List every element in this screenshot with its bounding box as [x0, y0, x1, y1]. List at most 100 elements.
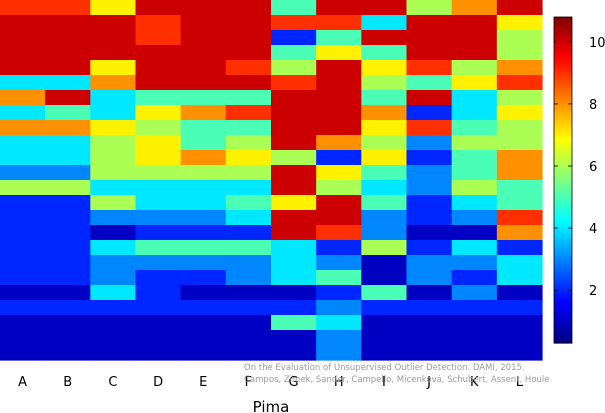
- x-tick-label: D: [153, 375, 163, 390]
- heatmap-cell: [180, 15, 227, 31]
- heatmap-cell: [361, 30, 408, 46]
- x-tick-label: L: [516, 375, 524, 390]
- heatmap-cell: [135, 75, 182, 91]
- colorbar-segment: [554, 74, 572, 78]
- heatmap-cell: [406, 225, 453, 241]
- heatmap-cell: [135, 240, 182, 256]
- colorbar-segment: [554, 223, 572, 227]
- heatmap-cell: [135, 180, 182, 196]
- heatmap-cell: [180, 345, 227, 361]
- colorbar-segment: [554, 323, 572, 328]
- colorbar-segment: [554, 299, 572, 303]
- colorbar-segment: [554, 228, 572, 233]
- colorbar-segment: [554, 302, 572, 306]
- x-tick-label: B: [63, 375, 72, 390]
- heatmap-cell: [451, 315, 498, 331]
- colorbar-segment: [554, 49, 572, 53]
- heatmap-cell: [135, 210, 182, 226]
- heatmap-cell: [225, 0, 272, 16]
- heatmap-cell: [135, 45, 182, 61]
- colorbar-segment: [554, 269, 572, 273]
- colorbar-segment: [554, 340, 572, 344]
- heatmap-cell: [451, 150, 498, 166]
- heatmap-cell: [90, 60, 137, 76]
- colorbar-segment: [554, 247, 572, 252]
- heatmap-cell: [180, 150, 227, 166]
- colorbar-segment: [554, 109, 572, 113]
- heatmap-cell: [316, 300, 362, 316]
- heatmap-cell: [180, 105, 227, 121]
- heatmap-cell: [316, 195, 362, 211]
- x-tick-label: H: [334, 375, 344, 390]
- heatmap-cell: [271, 345, 317, 361]
- heatmap-cell: [225, 105, 272, 121]
- heatmap-cell: [45, 90, 91, 106]
- heatmap-cell: [496, 225, 543, 241]
- heatmap-cell: [496, 195, 543, 211]
- colorbar-segment: [554, 122, 572, 127]
- colorbar-segment: [554, 177, 572, 181]
- colorbar-segment: [554, 158, 572, 162]
- heatmap-cell: [271, 210, 317, 226]
- heatmap-cell: [135, 90, 182, 106]
- colorbar-segment: [554, 288, 572, 292]
- heatmap-cell: [451, 255, 498, 271]
- heatmap-cell: [361, 240, 408, 256]
- colorbar-segment: [554, 201, 572, 206]
- colorbar-segment: [554, 310, 572, 314]
- colorbar-segment: [554, 326, 572, 331]
- heatmap-cell: [316, 60, 362, 76]
- heatmap-cell: [180, 240, 227, 256]
- colorbar-segment: [554, 79, 572, 83]
- colorbar-segment: [554, 93, 572, 97]
- heatmap-cell: [271, 60, 317, 76]
- heatmap-cell: [45, 195, 91, 211]
- heatmap-cell: [135, 150, 182, 166]
- heatmap-cell: [45, 345, 91, 361]
- heatmap-cell: [135, 120, 182, 136]
- colorbar-segment: [554, 27, 572, 32]
- heatmap-cell: [316, 45, 362, 61]
- heatmap-cell: [90, 210, 137, 226]
- heatmap-cell: [451, 120, 498, 136]
- heatmap-cell: [271, 330, 317, 346]
- heatmap-cell: [45, 45, 91, 61]
- colorbar-segment: [554, 120, 572, 124]
- colorbar-segment: [554, 19, 572, 24]
- heatmap-cell: [271, 240, 317, 256]
- heatmap-cell: [90, 225, 137, 241]
- heatmap-cell: [406, 345, 453, 361]
- heatmap-cell: [271, 255, 317, 271]
- heatmap-cell: [0, 195, 46, 211]
- heatmap-cell: [496, 165, 543, 181]
- x-tick-labels: A B C D E F G H I J K L: [18, 375, 524, 390]
- heatmap-cell: [45, 75, 91, 91]
- heatmap-cell: [0, 315, 46, 331]
- heatmap-cell: [45, 300, 91, 316]
- heatmap-cell: [496, 255, 543, 271]
- heatmap-cell: [271, 0, 317, 16]
- heatmap-cell: [225, 45, 272, 61]
- colorbar-segment: [554, 112, 572, 116]
- heatmap-cell: [361, 150, 408, 166]
- colorbar-segment: [554, 106, 572, 110]
- colorbar-segment: [554, 242, 572, 246]
- heatmap-cell: [361, 45, 408, 61]
- heatmap-cell: [135, 30, 182, 46]
- heatmap-cell: [0, 105, 46, 121]
- heatmap-cell: [271, 90, 317, 106]
- heatmap-cell: [225, 300, 272, 316]
- heatmap-cell: [271, 315, 317, 331]
- colorbar-segment: [554, 329, 572, 333]
- heatmap-cell: [406, 270, 453, 286]
- x-tick-label: E: [199, 375, 207, 390]
- colorbar-segment: [554, 212, 572, 216]
- colorbar-segment: [554, 141, 572, 146]
- heatmap-cell: [225, 270, 272, 286]
- colorbar-segment: [554, 68, 572, 72]
- heatmap-cell: [135, 255, 182, 271]
- heatmap-cell: [451, 285, 498, 301]
- heatmap-cell: [361, 135, 408, 151]
- colorbar-segment: [554, 231, 572, 235]
- heatmap-cell: [135, 195, 182, 211]
